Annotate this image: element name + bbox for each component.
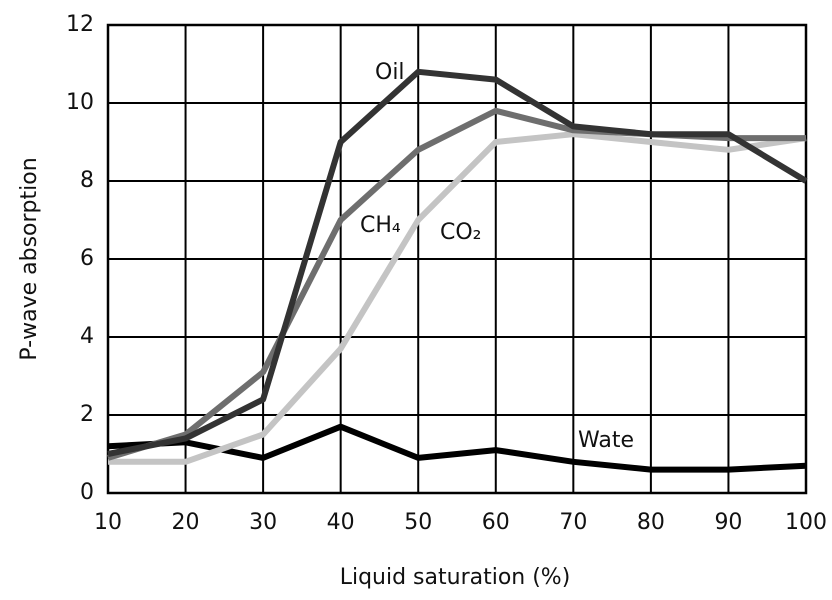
x-tick-label: 30 bbox=[249, 510, 277, 535]
y-tick-label: 4 bbox=[80, 324, 94, 349]
x-tick-label: 60 bbox=[482, 510, 510, 535]
x-tick-label: 50 bbox=[404, 510, 432, 535]
series-line bbox=[107, 423, 807, 473]
x-axis-label: Liquid saturation (%) bbox=[340, 565, 571, 590]
series-label: CH₄ bbox=[360, 213, 401, 238]
x-tick-label: 80 bbox=[637, 510, 665, 535]
y-tick-label: 6 bbox=[80, 246, 94, 271]
y-tick-label: 8 bbox=[80, 168, 94, 193]
series-line bbox=[107, 107, 806, 461]
y-tick-label: 12 bbox=[66, 12, 94, 37]
y-tick-label: 10 bbox=[66, 90, 94, 115]
x-tick-label: 100 bbox=[785, 510, 827, 535]
series-line bbox=[108, 131, 807, 465]
x-tick-label: 90 bbox=[714, 510, 742, 535]
plot-border bbox=[106, 23, 808, 495]
series-line bbox=[107, 68, 808, 457]
y-tick-label: 2 bbox=[80, 402, 94, 427]
series-label: Oil bbox=[375, 60, 405, 85]
series-label: CO₂ bbox=[440, 220, 482, 245]
y-axis-label: P-wave absorption bbox=[17, 157, 42, 360]
x-tick-label: 20 bbox=[172, 510, 200, 535]
y-tick-label: 0 bbox=[80, 480, 94, 505]
series-label: Wate bbox=[578, 428, 634, 453]
x-tick-label: 40 bbox=[327, 510, 355, 535]
x-tick-label: 10 bbox=[94, 510, 122, 535]
x-tick-label: 70 bbox=[559, 510, 587, 535]
